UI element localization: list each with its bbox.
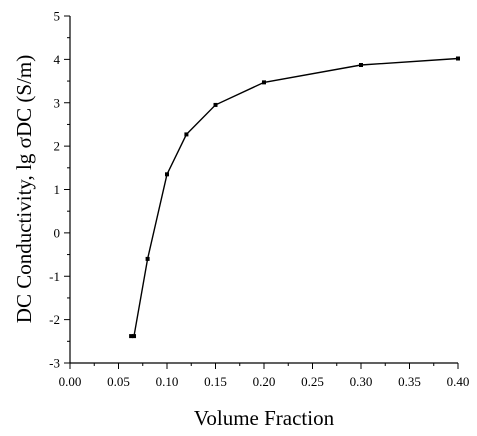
y-tick-label: 3 [54,95,61,110]
data-point [132,334,137,339]
data-point [456,56,460,61]
plot-frame [69,16,458,364]
x-tick-label: 0.40 [447,374,470,389]
x-tick-label: 0.35 [398,374,421,389]
x-tick-label: 0.30 [350,374,373,389]
data-series [129,56,460,339]
x-tick-label: 0.25 [301,374,324,389]
x-tick-label: 0.20 [253,374,276,389]
data-point [165,172,169,177]
y-tick-label: 4 [54,52,61,67]
y-tick-label: 5 [54,9,61,24]
y-axis-title: DC Conductivity, lg σDC (S/m) [12,55,36,323]
x-tick-label: 0.00 [59,374,82,389]
data-point [262,80,266,85]
x-axis-ticks: 0.00 0.05 0.10 0.15 0.20 0.25 0.30 0.35 0.40 [59,363,470,389]
data-point [359,63,363,68]
x-tick-label: 0.15 [204,374,227,389]
x-tick-label: 0.05 [107,374,130,389]
y-tick-label: -1 [49,269,60,284]
y-axis-ticks: -3 -2 -1 0 1 2 3 4 5 [49,9,70,371]
y-tick-label: 1 [54,182,61,197]
y-tick-label: -3 [49,356,60,371]
data-point [129,334,134,339]
data-point [184,132,189,137]
y-tick-label: -2 [49,312,60,327]
y-tick-label: 2 [54,139,61,154]
y-tick-label: 0 [54,225,61,240]
data-point [145,256,150,261]
x-tick-label: 0.10 [156,374,179,389]
data-point [213,102,218,107]
x-axis-title: Volume Fraction [194,406,335,430]
series-line [131,57,459,337]
